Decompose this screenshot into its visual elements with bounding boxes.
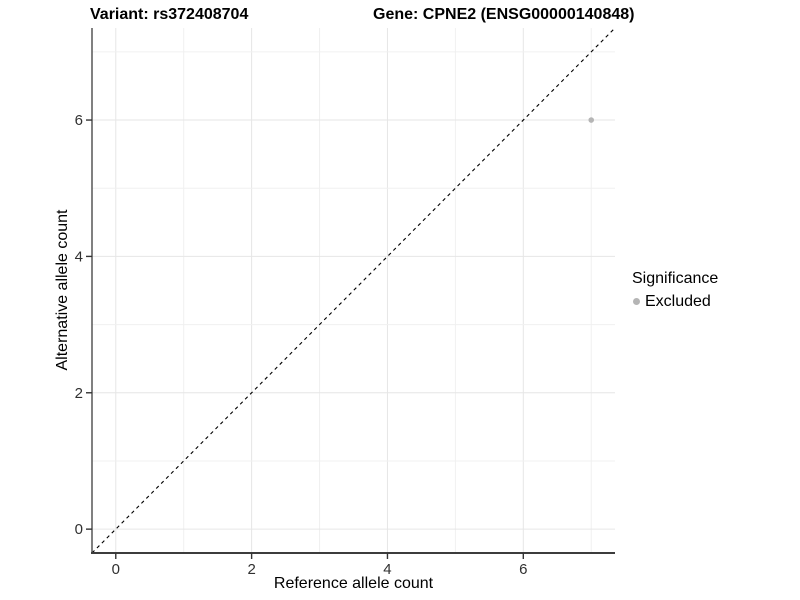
x-tick-label: 6	[519, 561, 527, 578]
y-axis-title: Alternative allele count	[54, 209, 71, 371]
y-tick-label: 6	[75, 112, 83, 129]
variant-title: Variant: rs372408704	[90, 6, 249, 23]
identity-line	[91, 27, 616, 554]
legend: Significance Excluded	[630, 269, 718, 311]
legend-title: Significance	[632, 270, 719, 287]
y-tick-label: 4	[75, 248, 83, 265]
legend-key-dot	[633, 298, 640, 305]
y-tick-label: 2	[75, 385, 83, 402]
x-axis-title: Reference allele count	[273, 575, 434, 592]
y-tick-label: 0	[75, 521, 83, 538]
x-tick-label: 0	[112, 561, 120, 578]
gene-title: Gene: CPNE2 (ENSG00000140848)	[373, 6, 635, 23]
x-tick-label: 4	[383, 561, 391, 578]
legend-item: Excluded	[630, 292, 718, 311]
data-point	[588, 117, 595, 123]
legend-items: Excluded	[630, 292, 718, 311]
x-tick-label: 2	[247, 561, 255, 578]
legend-item-label: Excluded	[645, 293, 711, 310]
